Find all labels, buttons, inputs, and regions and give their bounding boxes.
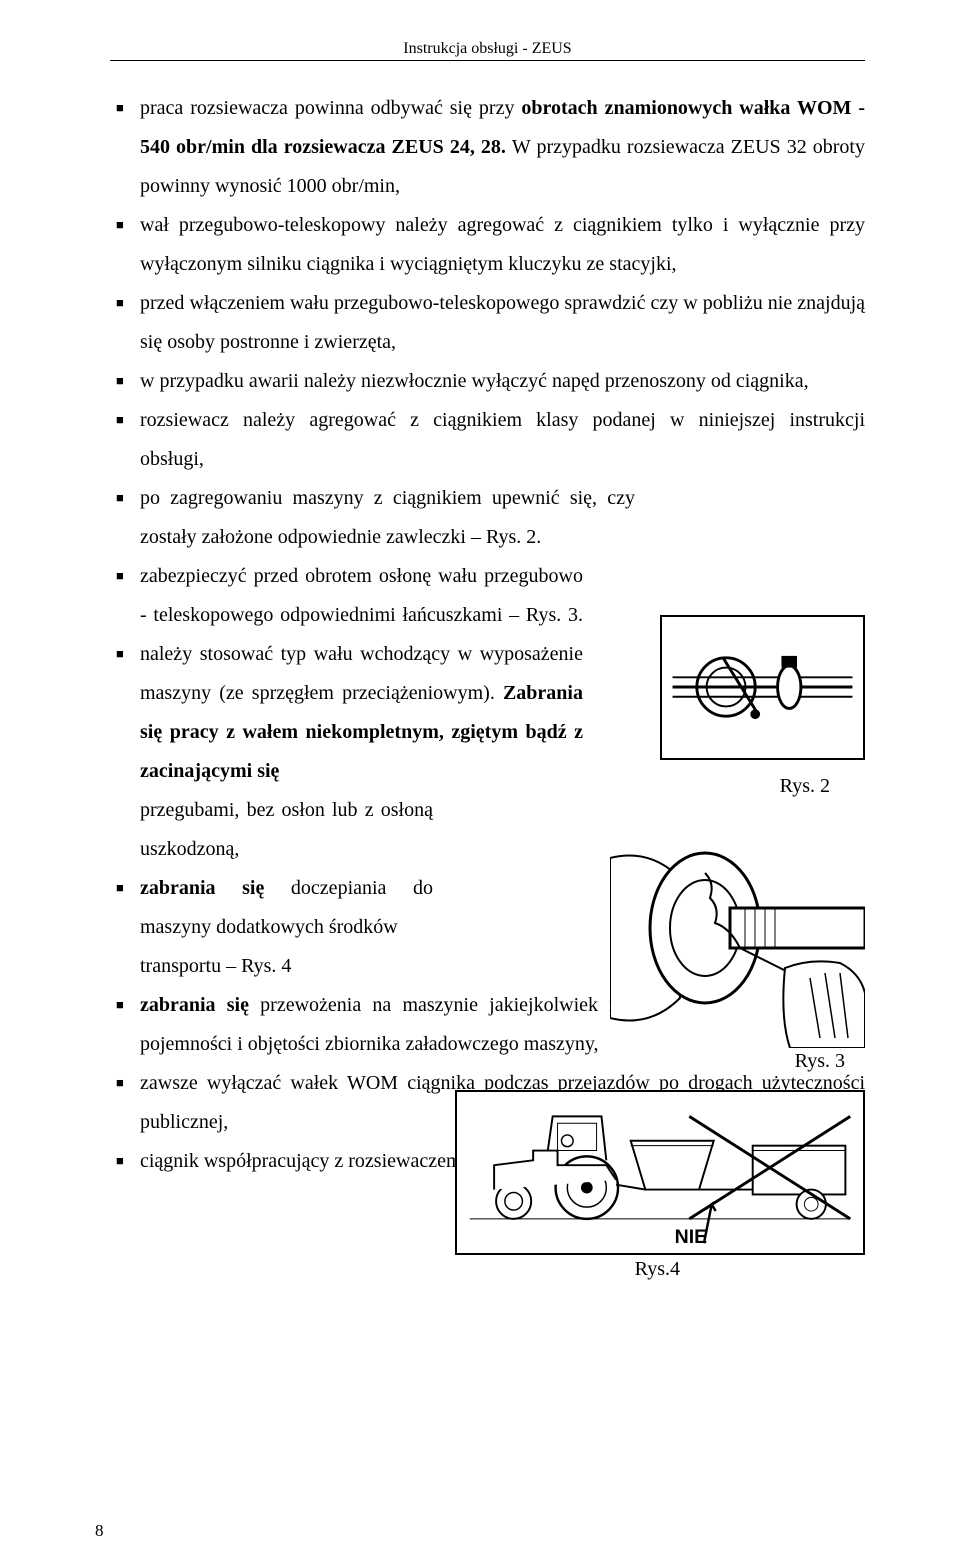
text-bold: zabrania się <box>140 877 264 899</box>
text: rozsiewacz należy agregować z ciągnikiem… <box>140 409 789 431</box>
list-item: przed włączeniem wału przegubowo-telesko… <box>110 284 865 362</box>
list-item: w przypadku awarii należy niezwłocznie w… <box>110 362 865 401</box>
header-title: Instrukcja obsługi - ZEUS <box>110 40 865 61</box>
figure-pin <box>660 615 865 760</box>
text: przed włączeniem wału przegubowo-telesko… <box>140 292 865 353</box>
text: wał przegubowo-teleskopowy należy agrego… <box>140 214 865 275</box>
list-item: wał przegubowo-teleskopowy należy agrego… <box>110 206 865 284</box>
chain-illustration-icon <box>610 828 865 1048</box>
figure-tractor: NIE <box>455 1090 865 1255</box>
text-bold: zabrania się <box>140 994 249 1016</box>
text: w przypadku awarii należy niezwłocznie w… <box>140 370 809 392</box>
figure-pin-caption: Rys. 2 <box>780 775 830 798</box>
page-container: Instrukcja obsługi - ZEUS praca rozsiewa… <box>0 0 960 1563</box>
list-item: rozsiewacz należy agregować z ciągnikiem… <box>110 401 865 479</box>
svg-text:NIE: NIE <box>675 1226 708 1248</box>
page-number: 8 <box>95 1521 104 1541</box>
list-item: po zagregowaniu maszyny z ciągnikiem upe… <box>110 479 865 557</box>
text: zabezpieczyć przed obrotem osłonę wału p… <box>140 557 583 635</box>
text: przegubami, bez osłon lub z osłoną uszko… <box>140 791 583 869</box>
pin-illustration-icon <box>662 617 863 758</box>
text: po zagregowaniu maszyny z ciągnikiem upe… <box>140 487 635 548</box>
figure-chain <box>610 828 865 1048</box>
text: transportu – Rys. 4 <box>140 947 433 986</box>
figure-tractor-caption: Rys.4 <box>635 1258 680 1281</box>
text: praca rozsiewacza powinna odbywać się pr… <box>140 97 521 119</box>
figure-chain-caption: Rys. 3 <box>795 1050 845 1073</box>
tractor-illustration-icon: NIE <box>457 1092 863 1253</box>
list-item: praca rozsiewacza powinna odbywać się pr… <box>110 89 865 206</box>
